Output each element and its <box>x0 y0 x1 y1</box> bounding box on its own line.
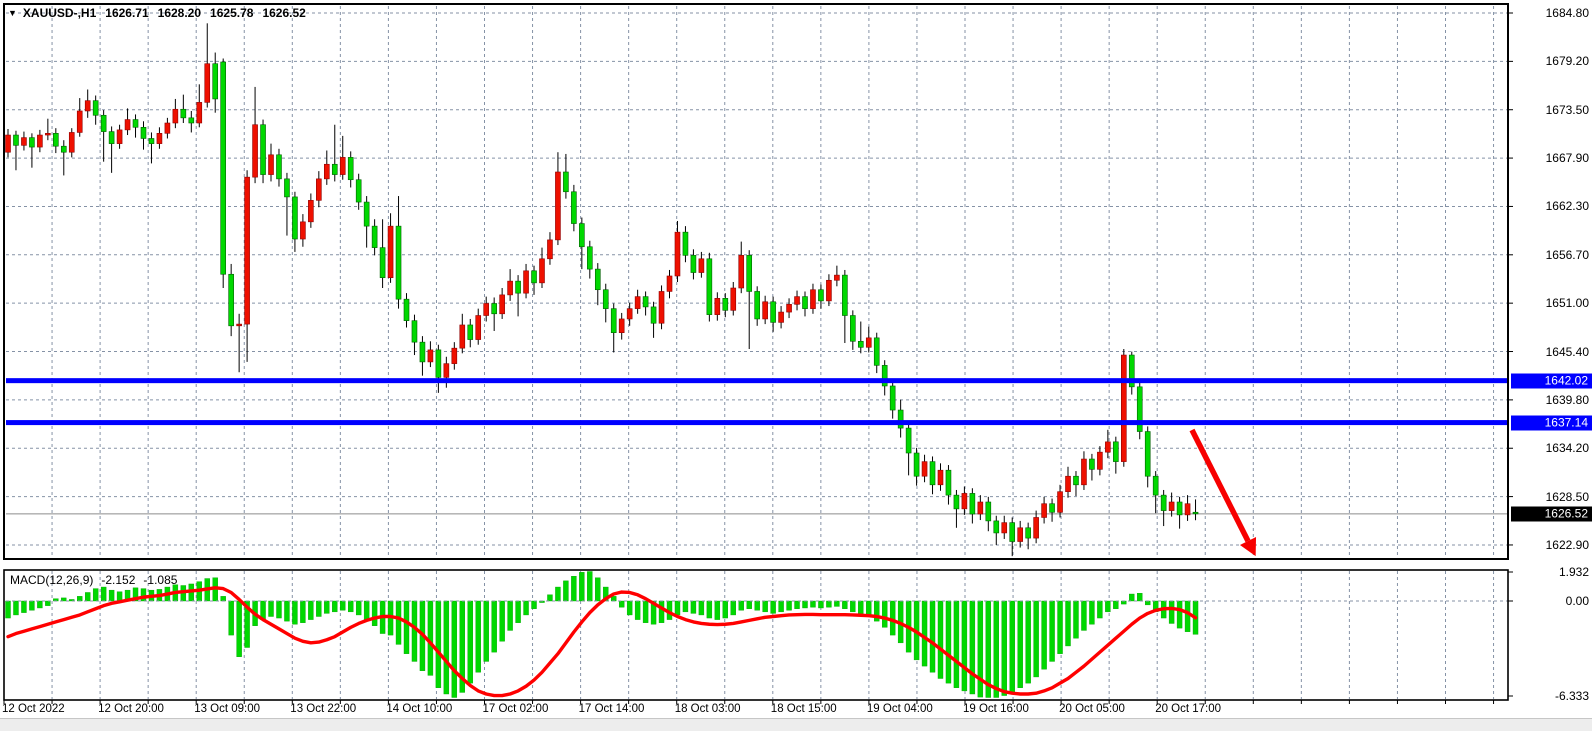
price-axis-label: 1662.30 <box>1545 199 1589 214</box>
macd-main-value: -2.152 <box>101 573 136 587</box>
price-axis-label: 1628.50 <box>1545 489 1589 504</box>
price-axis-label: 1667.90 <box>1545 151 1589 166</box>
time-axis-label: 20 Oct 05:00 <box>1059 703 1125 715</box>
time-axis-label: 17 Oct 02:00 <box>482 703 549 715</box>
time-axis-label: 12 Oct 2022 <box>2 703 65 715</box>
chart-title: ▼ XAUUSD-,H1 1626.71 1628.20 1625.78 1626.52 <box>8 6 306 20</box>
low-value: 1625.78 <box>210 6 254 20</box>
time-axis-label: 20 Oct 17:00 <box>1155 703 1222 715</box>
time-axis-label: 18 Oct 15:00 <box>770 703 837 715</box>
trend-arrow-shaft[interactable] <box>1189 428 1251 543</box>
time-axis-label: 19 Oct 04:00 <box>866 703 933 715</box>
line-price-tag: 1642.02 <box>1511 373 1592 389</box>
high-value: 1628.20 <box>157 6 202 20</box>
macd-axis-label: 1.932 <box>1558 565 1589 579</box>
price-axis-label: 1651.00 <box>1545 296 1589 311</box>
price-axis-label: 1679.20 <box>1545 54 1589 69</box>
line-price-tag: 1637.14 <box>1511 415 1592 431</box>
time-axis-label: 13 Oct 22:00 <box>290 703 357 715</box>
price-axis-label: 1645.40 <box>1545 344 1589 359</box>
candlesticks <box>5 23 1199 557</box>
time-axis-label: 14 Oct 10:00 <box>386 703 453 715</box>
time-axis-label: 17 Oct 14:00 <box>578 703 645 715</box>
price-axis-label: 1622.90 <box>1545 537 1589 552</box>
current-price-tag: 1626.52 <box>1511 506 1592 522</box>
price-axis-label: 1684.80 <box>1545 6 1589 20</box>
time-axis-label: 19 Oct 16:00 <box>963 703 1029 715</box>
trend-arrow-head[interactable] <box>1239 536 1257 557</box>
close-value: 1626.52 <box>262 6 306 20</box>
horizontal-support-line[interactable] <box>6 378 1508 384</box>
window-bottom-strip <box>0 718 1592 731</box>
price-axis-label: 1639.80 <box>1545 392 1589 407</box>
macd-signal-value: -1.085 <box>143 573 178 587</box>
macd-indicator-label: MACD(12,26,9) -2.152 -1.085 <box>10 573 177 587</box>
macd-axis-label: 0.00 <box>1565 594 1589 608</box>
open-value: 1626.71 <box>105 6 149 20</box>
price-axis-label: 1634.20 <box>1545 441 1589 456</box>
horizontal-support-line[interactable] <box>6 420 1508 426</box>
macd-name: MACD(12,26,9) <box>10 573 94 587</box>
macd-panel-border <box>3 569 1509 701</box>
macd-signal-line <box>6 586 1198 698</box>
time-axis-label: 18 Oct 03:00 <box>674 703 741 715</box>
time-axis-label: 12 Oct 20:00 <box>98 703 164 715</box>
price-axis-label: 1673.50 <box>1545 102 1589 117</box>
symbol-period-label: XAUUSD-,H1 <box>22 6 97 20</box>
time-axis-label: 13 Oct 09:00 <box>194 703 261 715</box>
price-axis-label: 1656.70 <box>1545 247 1589 262</box>
macd-axis-label: -6.333 <box>1554 689 1589 703</box>
main-chart-border <box>3 3 1509 560</box>
symbol-dropdown-icon[interactable]: ▼ <box>8 8 17 18</box>
